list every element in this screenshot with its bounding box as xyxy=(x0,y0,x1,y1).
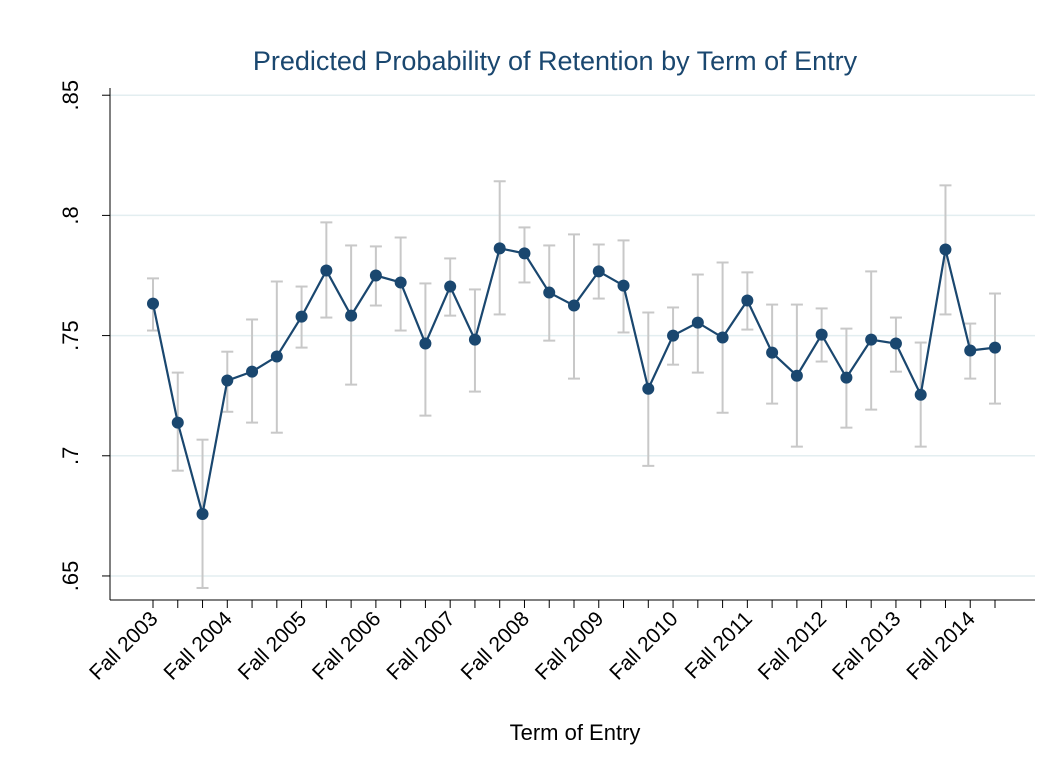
y-tick-label: .8 xyxy=(58,206,83,224)
point xyxy=(171,416,184,429)
point xyxy=(518,247,531,260)
point xyxy=(568,299,580,312)
y-tick-label: .85 xyxy=(58,80,83,111)
point xyxy=(270,350,283,363)
point xyxy=(766,346,779,359)
point xyxy=(196,507,209,520)
point xyxy=(394,276,407,289)
point xyxy=(889,337,902,350)
point xyxy=(369,269,382,282)
point xyxy=(543,286,556,299)
point xyxy=(295,310,308,323)
point xyxy=(939,243,952,256)
point xyxy=(790,369,803,382)
point xyxy=(815,328,828,341)
point xyxy=(221,374,234,387)
point xyxy=(865,333,878,346)
y-tick-label: .7 xyxy=(58,447,83,465)
point xyxy=(964,344,977,357)
point xyxy=(667,329,680,342)
point xyxy=(642,382,655,395)
point xyxy=(419,337,432,350)
point xyxy=(468,333,481,346)
point xyxy=(914,388,927,401)
point xyxy=(716,331,729,344)
point xyxy=(592,265,605,278)
point xyxy=(840,371,853,384)
x-axis-title: Term of Entry xyxy=(510,720,641,745)
chart-title: Predicted Probability of Retention by Te… xyxy=(253,46,858,76)
point xyxy=(246,365,259,378)
point xyxy=(989,341,1001,354)
point xyxy=(444,280,457,293)
point xyxy=(617,279,630,292)
point xyxy=(320,264,333,277)
y-tick-label: .75 xyxy=(58,320,83,351)
y-tick-label: .65 xyxy=(58,561,83,592)
point xyxy=(345,309,358,322)
point xyxy=(493,242,506,255)
point xyxy=(147,297,159,310)
point xyxy=(691,316,704,329)
point xyxy=(741,294,754,307)
